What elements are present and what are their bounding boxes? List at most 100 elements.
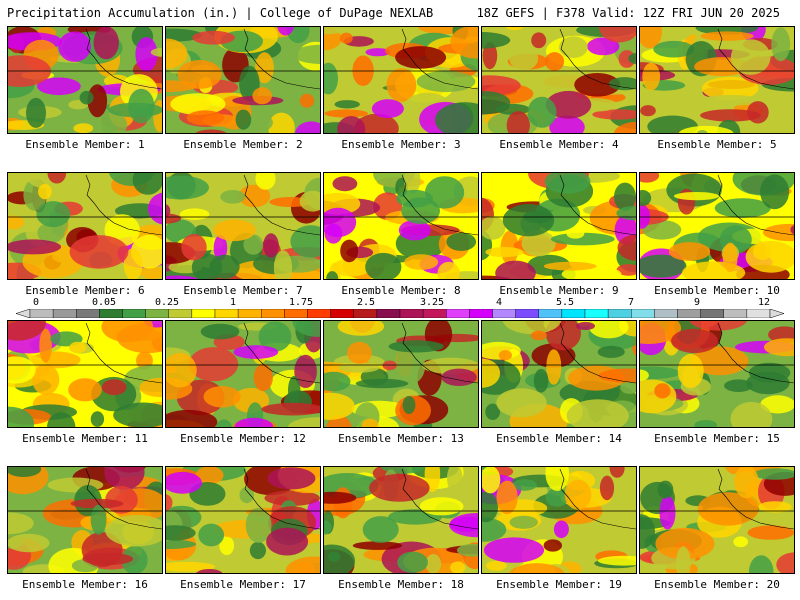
ensemble-member-panel: Ensemble Member: 5 (639, 26, 795, 151)
ensemble-member-label: Ensemble Member: 18 (338, 578, 464, 591)
colorbar-swatch (376, 309, 401, 318)
colorbar-left-arrow (16, 309, 31, 318)
ensemble-member-panel: Ensemble Member: 4 (481, 26, 637, 151)
precip-map (639, 172, 795, 280)
colorbar-swatch (99, 309, 123, 318)
colorbar-tick-label: 1 (229, 297, 237, 308)
colorbar-tick-label: 0.25 (154, 297, 180, 308)
ensemble-member-label: Ensemble Member: 7 (183, 284, 303, 297)
colorbar-right-arrow (769, 309, 784, 318)
colorbar-swatch (631, 309, 655, 318)
colorbar-tick-label: 12 (757, 297, 771, 308)
colorbar-swatch (700, 309, 724, 318)
precip-map (481, 320, 637, 428)
ensemble-member-panel: Ensemble Member: 17 (165, 466, 321, 591)
precip-map (7, 172, 163, 280)
colorbar-tick-label: 7 (627, 297, 635, 308)
colorbar-swatch (607, 309, 632, 318)
ensemble-member-label: Ensemble Member: 10 (654, 284, 780, 297)
ensemble-member-label: Ensemble Member: 3 (341, 138, 461, 151)
colorbar-swatch (492, 309, 516, 318)
colorbar-swatch (76, 309, 100, 318)
ensemble-member-panel: Ensemble Member: 3 (323, 26, 479, 151)
precip-map (165, 172, 321, 280)
ensemble-member-label: Ensemble Member: 6 (25, 284, 145, 297)
colorbar-tick-label: 5.5 (555, 297, 575, 308)
colorbar-tick-label: 1.75 (288, 297, 314, 308)
ensemble-member-label: Ensemble Member: 14 (496, 432, 622, 445)
colorbar-swatch (561, 309, 586, 318)
colorbar-swatch (422, 309, 447, 318)
colorbar-swatch (284, 309, 308, 318)
ensemble-member-label: Ensemble Member: 17 (180, 578, 306, 591)
colorbar-swatch (261, 309, 285, 318)
ensemble-member-panel: Ensemble Member: 9 (481, 172, 637, 297)
ensemble-member-panel: Ensemble Member: 14 (481, 320, 637, 445)
colorbar-swatch (677, 309, 701, 318)
precip-map (323, 320, 479, 428)
ensemble-member-panel: Ensemble Member: 6 (7, 172, 163, 297)
page-title: Precipitation Accumulation (in.) | Colle… (7, 6, 434, 20)
ensemble-member-panel: Ensemble Member: 11 (7, 320, 163, 445)
colorbar-swatch (584, 309, 609, 318)
colorbar-swatch (52, 309, 77, 318)
ensemble-member-panel: Ensemble Member: 8 (323, 172, 479, 297)
ensemble-member-label: Ensemble Member: 1 (25, 138, 145, 151)
ensemble-member-panel: Ensemble Member: 7 (165, 172, 321, 297)
ensemble-member-label: Ensemble Member: 15 (654, 432, 780, 445)
colorbar-tick-label: 9 (693, 297, 701, 308)
header: Precipitation Accumulation (in.) | Colle… (0, 0, 800, 24)
precip-map (323, 172, 479, 280)
precip-map (165, 26, 321, 134)
colorbar-swatch (330, 309, 354, 318)
colorbar-tick-label: 0.05 (91, 297, 117, 308)
precip-map (165, 320, 321, 428)
precip-map (7, 26, 163, 134)
ensemble-member-label: Ensemble Member: 16 (22, 578, 148, 591)
colorbar-swatch (399, 309, 424, 318)
run-valid-info: 18Z GEFS | F378 Valid: 12Z FRI JUN 20 20… (476, 6, 780, 20)
precip-map (165, 466, 321, 574)
colorbar-tick-label: 4 (495, 297, 503, 308)
precip-map (639, 466, 795, 574)
colorbar-swatch (307, 309, 331, 318)
ensemble-member-panel: Ensemble Member: 15 (639, 320, 795, 445)
ensemble-member-label: Ensemble Member: 19 (496, 578, 622, 591)
ensemble-member-label: Ensemble Member: 8 (341, 284, 461, 297)
colorbar-swatch (446, 309, 470, 318)
ensemble-member-label: Ensemble Member: 11 (22, 432, 148, 445)
ensemble-member-panel: Ensemble Member: 13 (323, 320, 479, 445)
ensemble-member-panel: Ensemble Member: 19 (481, 466, 637, 591)
ensemble-member-panel: Ensemble Member: 16 (7, 466, 163, 591)
colorbar-swatch (538, 309, 563, 318)
colorbar-swatch (515, 309, 539, 318)
colorbar-tick-labels: 0 0.05 0.25 1 1.75 2.5 3.25 4 5.5 7 9 12 (0, 297, 800, 308)
colorbar-swatch (469, 309, 493, 318)
precip-map (7, 466, 163, 574)
colorbar-swatch (29, 309, 54, 318)
precip-map (639, 26, 795, 134)
precip-map (481, 26, 637, 134)
ensemble-member-label: Ensemble Member: 9 (499, 284, 619, 297)
precip-map (7, 320, 163, 428)
ensemble-member-panel: Ensemble Member: 2 (165, 26, 321, 151)
colorbar-swatch (145, 309, 169, 318)
ensemble-member-label: Ensemble Member: 13 (338, 432, 464, 445)
colorbar-swatch (353, 309, 378, 318)
colorbar-swatch (746, 309, 771, 318)
colorbar-swatch (168, 309, 193, 318)
colorbar-tick-label: 2.5 (356, 297, 376, 308)
ensemble-member-label: Ensemble Member: 4 (499, 138, 619, 151)
colorbar-scale (16, 309, 784, 318)
ensemble-member-panel: Ensemble Member: 1 (7, 26, 163, 151)
precip-map (323, 26, 479, 134)
ensemble-member-label: Ensemble Member: 20 (654, 578, 780, 591)
ensemble-member-panel: Ensemble Member: 10 (639, 172, 795, 297)
ensemble-member-panel: Ensemble Member: 20 (639, 466, 795, 591)
colorbar-tick-label: 0 (32, 297, 40, 308)
precip-map (481, 172, 637, 280)
colorbar-swatch (654, 309, 678, 318)
ensemble-member-panel: Ensemble Member: 18 (323, 466, 479, 591)
precip-map (639, 320, 795, 428)
colorbar-swatch (214, 309, 239, 318)
